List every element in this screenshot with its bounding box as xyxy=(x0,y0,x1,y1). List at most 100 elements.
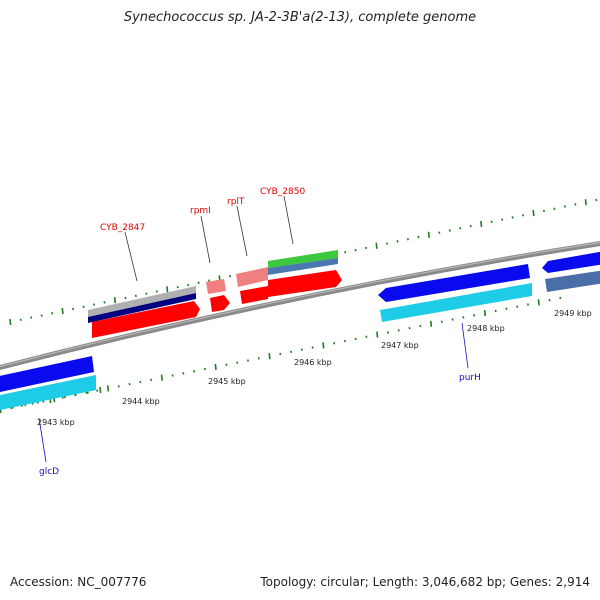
inner-tick xyxy=(85,391,88,394)
inner-tick xyxy=(386,331,390,334)
glcd-light-block xyxy=(0,375,96,410)
inner-tick xyxy=(96,389,99,392)
outer-tick xyxy=(145,292,148,295)
outer-tick xyxy=(176,285,179,289)
reverse-features xyxy=(0,251,600,410)
rplt-cds-block xyxy=(240,286,268,304)
inner-tick xyxy=(268,353,271,360)
outer-tick xyxy=(375,242,378,249)
scale-label-2944: 2944 kbp xyxy=(122,397,160,406)
inner-tick xyxy=(419,324,422,328)
outer-tick xyxy=(228,275,232,278)
purh-leader xyxy=(461,322,469,369)
gene-label-purh: purH xyxy=(459,373,481,383)
outer-tick xyxy=(30,316,33,319)
inner-tick xyxy=(117,385,120,388)
bottom-tick xyxy=(99,386,102,394)
outer-tick xyxy=(103,301,106,304)
purh-gene-block xyxy=(378,264,530,302)
right-reverse-gene-block xyxy=(542,251,600,273)
label-leaders xyxy=(38,195,469,463)
outer-tick xyxy=(92,303,96,306)
inner-tick xyxy=(505,307,508,310)
inner-tick xyxy=(322,342,325,349)
outer-tick xyxy=(563,205,566,208)
inner-tick xyxy=(429,320,433,327)
bottom-tick xyxy=(86,391,89,394)
outer-tick xyxy=(155,290,158,293)
outer-tick xyxy=(574,203,577,206)
inner-tick xyxy=(343,339,346,343)
outer-tick xyxy=(124,296,127,300)
outer-tick xyxy=(406,237,410,241)
inner-tick xyxy=(300,348,303,351)
inner-tick xyxy=(106,385,110,392)
outer-tick xyxy=(417,235,420,239)
gene-label-rpmi: rpmI xyxy=(190,206,211,216)
outer-tick xyxy=(82,305,85,308)
inner-tick xyxy=(440,320,443,323)
inner-tick xyxy=(139,380,142,384)
inner-tick-row xyxy=(0,296,562,414)
outer-tick xyxy=(354,248,357,252)
outer-tick xyxy=(553,207,556,210)
scale-label-2946: 2946 kbp xyxy=(294,358,332,367)
outer-tick xyxy=(208,279,211,282)
outer-tick xyxy=(187,283,190,287)
cyb2850-leader xyxy=(283,195,294,245)
inner-tick xyxy=(526,303,530,306)
forward-features xyxy=(88,250,342,338)
inner-tick xyxy=(236,361,239,364)
outer-tick xyxy=(427,231,430,238)
outer-tick xyxy=(61,308,64,315)
scale-label-2945: 2945 kbp xyxy=(208,377,246,386)
outer-tick xyxy=(480,220,483,228)
glcd-gene-block xyxy=(0,356,94,392)
outer-tick xyxy=(595,198,598,202)
inner-tick xyxy=(473,314,476,317)
rplt-leader xyxy=(236,205,248,257)
outer-tick xyxy=(51,312,54,315)
outer-tick xyxy=(134,294,137,298)
inner-tick xyxy=(451,318,454,321)
map-title: Synechococcus sp. JA-2-3B'a(2-13), compl… xyxy=(123,10,477,25)
rplt-rna-block xyxy=(236,267,268,287)
inner-tick xyxy=(333,342,336,345)
gene-label-cyb2850: CYB_2850 xyxy=(260,187,305,197)
inner-tick xyxy=(160,374,163,381)
accession-text: Accession: NC_007776 xyxy=(10,575,147,589)
glcd-leader xyxy=(38,417,47,463)
outer-tick xyxy=(490,220,493,224)
cyb2850-cds-block xyxy=(268,270,342,297)
inner-tick xyxy=(128,382,131,386)
scale-label-2948: 2948 kbp xyxy=(467,324,505,333)
inner-tick xyxy=(150,378,153,382)
inner-tick xyxy=(290,350,293,354)
outer-tick xyxy=(9,318,12,326)
genome-backbone-highlight xyxy=(0,242,600,367)
inner-tick xyxy=(559,296,562,300)
rpmi-leader xyxy=(200,215,211,264)
inner-tick xyxy=(462,316,465,319)
inner-tick xyxy=(365,335,368,338)
inner-tick xyxy=(214,363,217,371)
outer-tick xyxy=(19,318,22,322)
gray-feature xyxy=(88,286,196,317)
outer-tick xyxy=(385,242,389,245)
inner-tick xyxy=(246,359,250,362)
scale-label-2949: 2949 kbp xyxy=(554,309,592,318)
inner-tick xyxy=(494,309,497,313)
cyb2847-leader xyxy=(124,231,138,282)
outer-tick xyxy=(511,216,514,219)
outer-tick xyxy=(113,297,117,304)
outer-tick xyxy=(532,209,535,217)
right-steel-block xyxy=(545,270,600,292)
inner-tick xyxy=(225,363,228,366)
outer-tick xyxy=(166,286,169,293)
scale-label-2943: 2943 kbp xyxy=(37,418,75,427)
outer-tick xyxy=(72,307,75,311)
outer-tick xyxy=(197,281,200,285)
inner-tick xyxy=(408,326,411,330)
inner-tick xyxy=(311,346,314,349)
